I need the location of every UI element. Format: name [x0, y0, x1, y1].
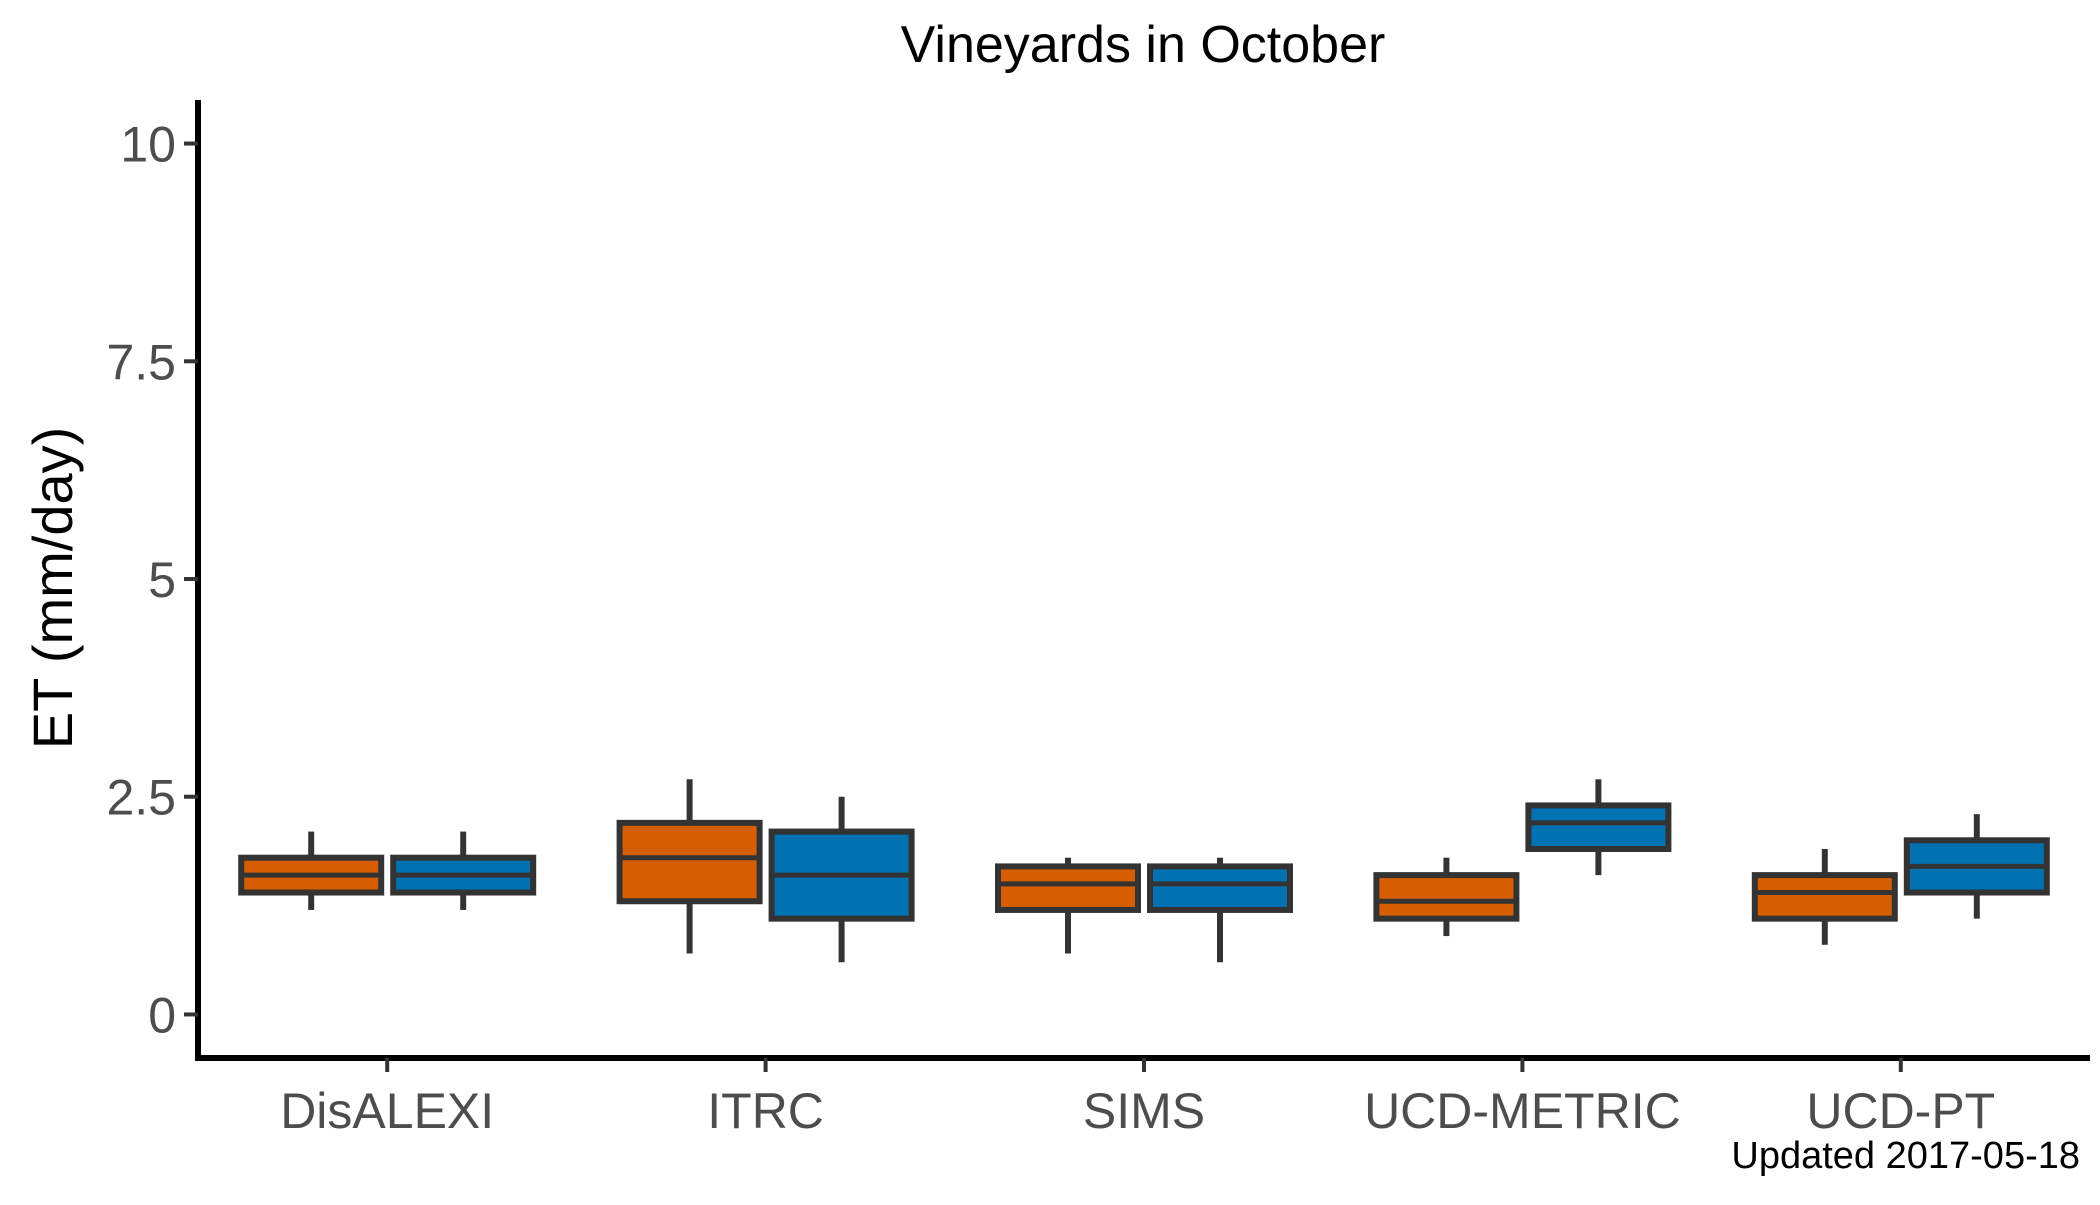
y-tick-label: 7.5	[106, 334, 176, 390]
x-tick-label: SIMS	[1083, 1083, 1205, 1139]
y-tick-label: 2.5	[106, 770, 176, 826]
y-tick-label: 0	[148, 987, 176, 1043]
box-iqr	[1147, 863, 1293, 913]
x-tick-label: UCD-PT	[1806, 1083, 1995, 1139]
box-iqr	[1751, 872, 1898, 922]
x-tick-label: UCD-METRIC	[1364, 1083, 1681, 1139]
box-iqr	[995, 863, 1141, 913]
updated-annotation: Updated 2017-05-18	[1731, 1135, 2080, 1177]
chart-title: Vineyards in October	[901, 16, 1386, 74]
box-iqr	[1373, 872, 1520, 922]
box-iqr	[616, 819, 763, 905]
x-tick-label: ITRC	[707, 1083, 824, 1139]
y-tick-label: 10	[120, 117, 176, 173]
x-tick-label: DisALEXI	[280, 1083, 494, 1139]
y-tick-label: 5	[148, 552, 176, 608]
y-axis-label: ET (mm/day)	[21, 427, 84, 750]
box-iqr	[1525, 802, 1672, 852]
